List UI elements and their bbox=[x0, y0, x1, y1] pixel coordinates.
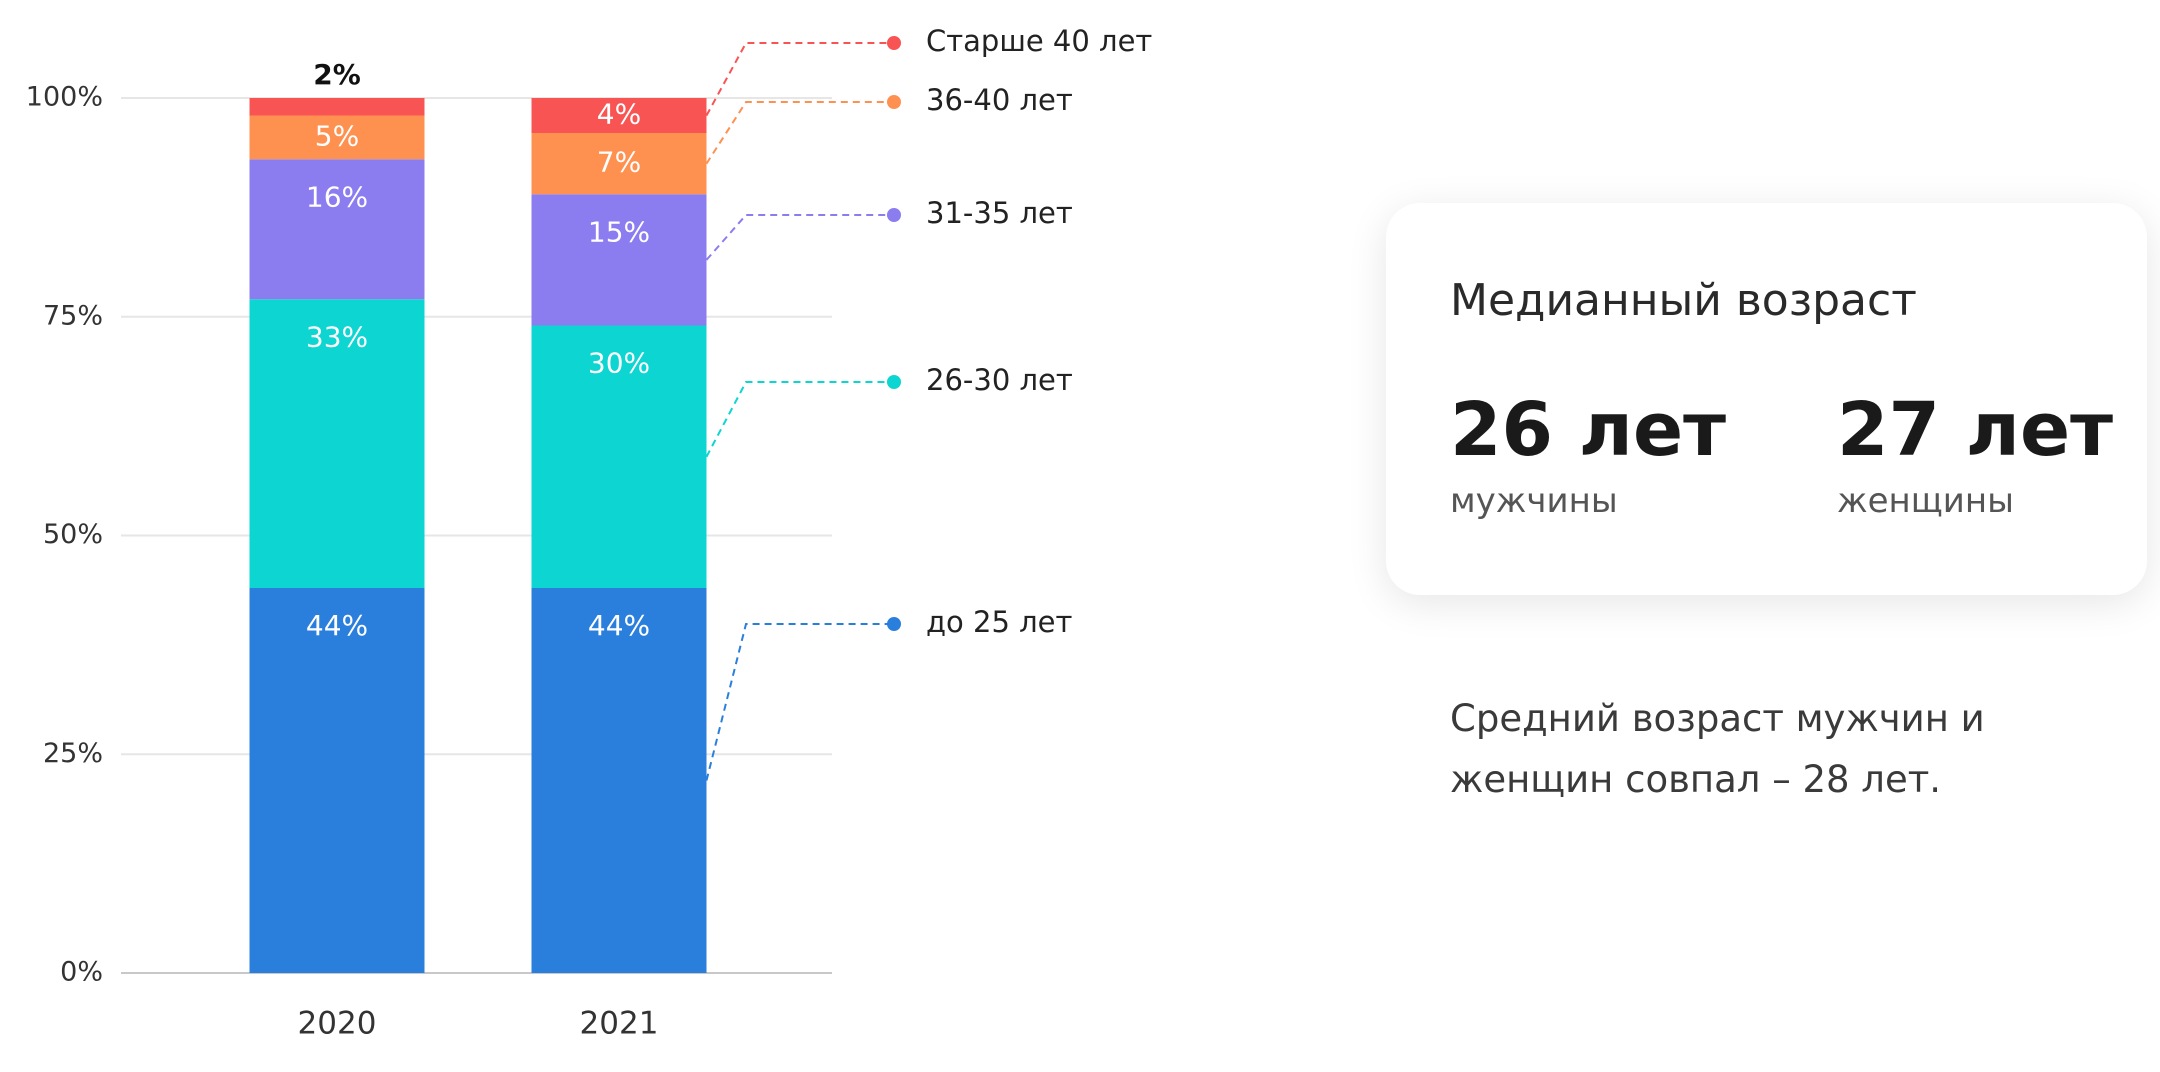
card-title: Медианный возраст bbox=[1450, 275, 1917, 326]
bar-segment bbox=[249, 98, 425, 116]
y-tick-label: 25% bbox=[43, 738, 103, 769]
median-card: Медианный возраст 26 лет мужчины 27 лет … bbox=[1386, 203, 2147, 595]
x-tick-label: 2020 bbox=[298, 1006, 377, 1042]
data-label: 2% bbox=[313, 58, 361, 91]
bar-segment bbox=[249, 588, 425, 973]
legend-label: 26-30 лет bbox=[926, 363, 1073, 397]
bar-segment bbox=[531, 194, 707, 326]
legend-dot bbox=[887, 375, 901, 389]
bar-segment bbox=[531, 98, 707, 133]
data-label: 5% bbox=[315, 119, 359, 152]
y-tick-label: 50% bbox=[43, 519, 103, 550]
y-tick-label: 0% bbox=[60, 957, 103, 988]
legend-dot bbox=[887, 617, 901, 631]
legend-connector bbox=[705, 101, 894, 165]
legend-label: 36-40 лет bbox=[926, 83, 1073, 117]
median-label: мужчины bbox=[1450, 481, 1618, 521]
data-label: 7% bbox=[597, 146, 641, 179]
data-label: 44% bbox=[588, 609, 650, 642]
legend-label: Старше 40 лет bbox=[926, 24, 1152, 58]
legend-dot bbox=[887, 208, 901, 222]
legend-label: до 25 лет bbox=[926, 605, 1073, 639]
data-label: 16% bbox=[306, 180, 368, 213]
median-item: 27 лет женщины bbox=[1837, 393, 2113, 521]
data-label: 4% bbox=[597, 98, 641, 131]
bar-segment bbox=[249, 159, 425, 300]
note: Средний возраст мужчин и женщин совпал –… bbox=[1450, 697, 1985, 801]
bar-segment bbox=[531, 133, 707, 195]
median-value: 27 лет bbox=[1837, 387, 2114, 473]
x-tick-label: 2021 bbox=[580, 1006, 659, 1042]
legend-connector bbox=[705, 623, 894, 781]
median-label: женщины bbox=[1837, 481, 2014, 521]
legend-connector bbox=[705, 381, 894, 458]
median-value: 26 лет bbox=[1450, 387, 1727, 473]
legend-dot bbox=[887, 36, 901, 50]
y-tick-label: 75% bbox=[43, 300, 103, 331]
chart: 0% 25% 50% 75% 100% 2020 44% 33% 16% 5% 2% 2021 44% 3… bbox=[26, 24, 1153, 1042]
data-label: 30% bbox=[588, 347, 650, 380]
data-label: 15% bbox=[588, 215, 650, 248]
bar-segment bbox=[249, 299, 425, 588]
y-tick-label: 100% bbox=[26, 82, 103, 113]
legend-dot bbox=[887, 95, 901, 109]
bar-segment bbox=[531, 325, 707, 588]
bar-segment bbox=[249, 115, 425, 160]
bar-segment bbox=[531, 588, 707, 973]
legend-connector bbox=[705, 42, 894, 116]
median-item: 26 лет мужчины bbox=[1450, 393, 1726, 521]
data-label: 33% bbox=[306, 320, 368, 353]
legend-label: 31-35 лет bbox=[926, 196, 1073, 230]
legend-connector bbox=[705, 214, 894, 261]
data-label: 44% bbox=[306, 609, 368, 642]
